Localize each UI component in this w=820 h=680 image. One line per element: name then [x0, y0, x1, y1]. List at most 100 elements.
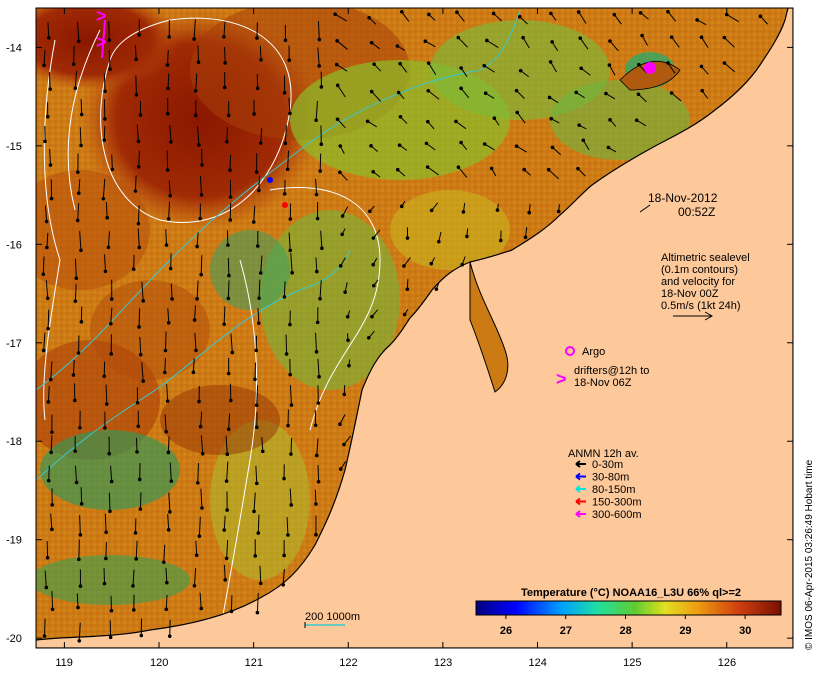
- velocity-arrow: [405, 227, 410, 240]
- drifters-line: drifters@12h to: [574, 365, 649, 377]
- legend-item-label: 150-300m: [592, 497, 642, 509]
- velocity-arrow: [138, 100, 143, 117]
- lon-tick-label: 124: [529, 657, 547, 669]
- velocity-arrow: [347, 359, 351, 368]
- velocity-arrow: [226, 100, 231, 118]
- velocity-arrow: [228, 154, 232, 172]
- velocity-arrow: [258, 127, 263, 145]
- velocity-arrow: [199, 175, 204, 197]
- velocity-arrow: [282, 281, 287, 299]
- velocity-arrow: [168, 492, 172, 514]
- velocity-arrow: [79, 127, 83, 148]
- velocity-arrow: [166, 73, 170, 91]
- velocity-arrow: [132, 594, 136, 612]
- velocity-arrow: [170, 283, 174, 301]
- velocity-arrow: [79, 487, 84, 506]
- velocity-arrow: [165, 567, 169, 585]
- velocity-arrow: [46, 386, 51, 404]
- lat-axis: -14 -15 -16 -17 -18 -19 -20: [6, 42, 793, 645]
- velocity-arrow: [456, 165, 468, 178]
- velocity-arrow: [193, 73, 198, 93]
- velocity-arrow: [50, 591, 55, 612]
- velocity-arrow: [317, 20, 322, 42]
- velocity-arrow: [199, 592, 204, 611]
- velocity-arrow: [43, 125, 47, 144]
- velocity-arrow: [198, 203, 203, 221]
- velocity-arrow: [313, 409, 318, 428]
- velocity-arrow: [78, 515, 83, 537]
- velocity-arrow: [79, 306, 84, 324]
- velocity-arrow: [314, 438, 319, 458]
- velocity-arrow: [165, 49, 170, 67]
- velocity-arrow: [699, 64, 709, 75]
- velocity-arrow: [134, 75, 139, 97]
- velocity-arrow: [76, 179, 81, 196]
- velocity-arrow: [195, 280, 199, 301]
- velocity-arrow: [550, 40, 559, 52]
- velocity-arrow: [227, 258, 231, 278]
- velocity-arrow: [192, 305, 197, 322]
- velocity-arrow: [105, 201, 109, 220]
- velocity-arrow: [290, 253, 294, 275]
- velocity-arrow: [141, 281, 146, 303]
- velocity-arrow: [48, 361, 53, 382]
- velocity-arrow: [758, 14, 769, 25]
- velocity-arrow: [252, 492, 256, 514]
- velocity-arrow: [77, 622, 82, 643]
- velocity-arrow: [315, 202, 320, 221]
- scale-arrow-icon: [673, 311, 714, 321]
- velocity-arrow: [426, 61, 437, 76]
- timestamp-time: 00:52Z: [678, 205, 715, 219]
- timestamp-date: 18-Nov-2012: [648, 191, 718, 205]
- land-mass: [36, 8, 793, 648]
- velocity-arrow: [253, 539, 258, 558]
- velocity-arrow: [338, 461, 347, 471]
- colorbar-tick-label: 29: [679, 625, 691, 637]
- velocity-arrow: [288, 358, 293, 377]
- velocity-arrow: [491, 11, 502, 22]
- sealevel-line: 18-Nov 00Z: [661, 288, 719, 300]
- velocity-arrow: [283, 125, 288, 146]
- scale-key: 200 1000m: [304, 611, 360, 628]
- velocity-arrow: [79, 99, 84, 117]
- velocity-arrow: [137, 228, 142, 250]
- velocity-arrow: [284, 334, 289, 356]
- velocity-arrow: [102, 361, 107, 379]
- velocity-arrow: [612, 12, 622, 25]
- velocity-arrow: [556, 204, 561, 214]
- velocity-arrow: [163, 358, 167, 375]
- velocity-arrow: [79, 231, 83, 253]
- velocity-arrow: [228, 202, 232, 222]
- velocity-arrow: [110, 154, 115, 172]
- velocity-arrow: [370, 309, 379, 319]
- velocity-arrow: [342, 385, 347, 397]
- velocity-arrow: [78, 410, 82, 430]
- velocity-arrow: [73, 71, 78, 90]
- velocity-arrow: [73, 383, 77, 403]
- velocity-arrow: [73, 283, 78, 303]
- velocity-arrow: [289, 488, 294, 507]
- velocity-arrow: [165, 97, 170, 116]
- velocity-arrow: [724, 12, 739, 23]
- velocity-arrow: [317, 358, 321, 379]
- velocity-arrow: [549, 116, 560, 124]
- scale-label: 200 1000m: [305, 611, 360, 623]
- colorbar-gradient: [475, 600, 782, 616]
- lon-tick-label: 126: [718, 657, 736, 669]
- velocity-arrow: [368, 205, 375, 214]
- velocity-arrow: [365, 119, 378, 128]
- sealevel-line: (0.1m contours): [661, 264, 738, 276]
- velocity-arrow: [371, 229, 381, 240]
- velocity-arrow: [338, 144, 345, 154]
- velocity-arrow: [514, 88, 525, 99]
- velocity-arrow: [400, 200, 406, 209]
- velocity-arrow: [636, 92, 647, 103]
- velocity-arrow: [395, 167, 406, 177]
- velocity-arrow: [254, 412, 259, 430]
- legend-title: ANMN 12h av.: [568, 448, 639, 460]
- velocity-arrow: [316, 465, 321, 484]
- velocity-arrow: [256, 514, 261, 535]
- lon-axis: 119 120 121 122 123 124 125 126: [55, 8, 736, 669]
- velocity-arrow: [226, 357, 231, 376]
- velocity-arrow: [166, 436, 171, 455]
